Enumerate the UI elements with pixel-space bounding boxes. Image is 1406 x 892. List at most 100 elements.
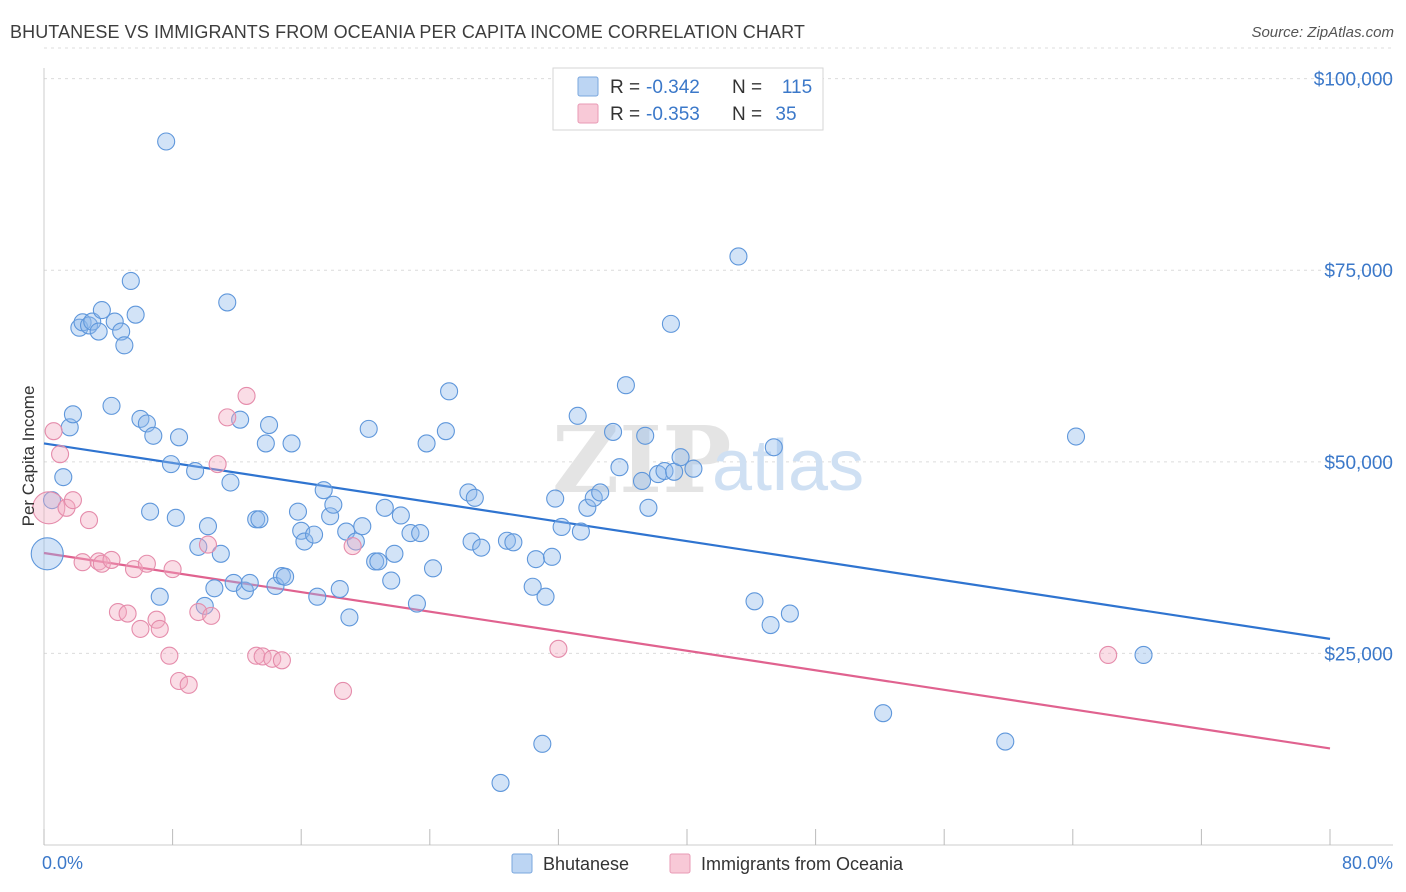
oceania-point-9 [102, 550, 121, 569]
bhutanese-point-61 [369, 552, 388, 571]
oceania-point-29 [263, 649, 282, 668]
bottom-legend-swatch-pink [669, 853, 691, 874]
bhutanese-point-17 [131, 409, 150, 428]
legend-r-value-1: -0.342 [646, 77, 700, 98]
bhutanese-point-107 [764, 438, 783, 457]
oceania-point-8 [92, 554, 111, 573]
bottom-legend: Bhutanese Immigrants from Oceania [511, 853, 904, 874]
bottom-legend-label-bhutanese: Bhutanese [543, 854, 629, 874]
bhutanese-point-50 [308, 587, 327, 606]
bhutanese-point-20 [144, 426, 163, 445]
y-tick-label-0: $25,000 [1324, 644, 1393, 665]
bhutanese-point-53 [324, 495, 343, 514]
bhutanese-point-112 [1134, 645, 1153, 664]
bhutanese-point-51 [314, 481, 333, 500]
y-tick-label-1: $50,000 [1324, 453, 1393, 474]
bhutanese-point-103 [684, 459, 703, 478]
bhutanese-point-25 [169, 428, 189, 447]
oceania-point-31 [333, 681, 353, 701]
oceania-point-3 [57, 498, 76, 517]
source-label: Source: ZipAtlas.com [1251, 24, 1394, 41]
bhutanese-point-95 [632, 471, 652, 491]
bhutanese-point-72 [440, 382, 459, 401]
bhutanese-point-10 [92, 301, 111, 320]
bhutanese-point-23 [161, 455, 181, 474]
bhutanese-point-69 [417, 434, 436, 453]
bhutanese-point-96 [636, 426, 655, 445]
bhutanese-point-63 [382, 571, 401, 590]
bhutanese-point-26 [186, 461, 205, 481]
oceania-point-11 [118, 604, 137, 623]
bhutanese-point-13 [112, 322, 131, 341]
oceania-point-33 [549, 639, 568, 658]
legend-n-value-1: 115 [782, 77, 812, 98]
bhutanese-point-106 [761, 616, 780, 635]
bhutanese-point-9 [89, 322, 108, 341]
bhutanese-point-89 [578, 498, 597, 517]
bhutanese-point-21 [150, 587, 169, 606]
bhutanese-point-71 [436, 422, 455, 441]
bhutanese-point-56 [340, 608, 359, 627]
legend-n-label-2: N = [732, 104, 762, 125]
bhutanese-point-14 [115, 336, 134, 355]
bhutanese-point-83 [536, 587, 555, 606]
legend-n-label-1: N = [732, 77, 762, 98]
bhutanese-point-80 [523, 577, 542, 596]
bhutanese-point-87 [568, 406, 587, 425]
bhutanese-point-29 [198, 517, 218, 536]
watermark-atlas: atlas [712, 426, 864, 506]
bhutanese-point-76 [472, 538, 491, 557]
bhutanese-point-22 [157, 132, 176, 151]
bhutanese-point-37 [240, 573, 259, 592]
bhutanese-point-108 [780, 604, 799, 623]
bhutanese-point-75 [465, 488, 484, 507]
bhutanese-point-102 [671, 448, 690, 467]
axes [43, 68, 1393, 846]
x-tick-label-min: 0.0% [42, 853, 83, 873]
bhutanese-point-31 [211, 544, 230, 563]
bhutanese-point-33 [221, 473, 240, 492]
y-axis-label: Per Capita Income [19, 386, 38, 527]
oceania-point-32 [343, 537, 362, 556]
oceania-point-24 [208, 455, 227, 474]
watermark: ZIP atlas [552, 406, 864, 514]
bhutanese-point-12 [105, 312, 124, 331]
bhutanese-point-105 [745, 592, 764, 611]
y-tick-label-3: $100,000 [1314, 70, 1393, 91]
oceania-point-22 [198, 535, 218, 554]
bhutanese-point-66 [401, 524, 420, 543]
bhutanese-point-4 [63, 405, 82, 424]
bhutanese-point-11 [102, 396, 121, 415]
bhutanese-point-45 [282, 434, 301, 453]
oceania-point-10 [108, 602, 127, 622]
bhutanese-point-52 [321, 507, 340, 526]
oceania-point-6 [79, 511, 99, 530]
bhutanese-point-0 [30, 537, 64, 571]
legend-swatch-pink [577, 103, 599, 124]
bhutanese-point-91 [591, 483, 610, 502]
oceania-point-14 [137, 554, 156, 573]
bhutanese-point-54 [330, 579, 349, 599]
legend-r-label-2: R = [610, 104, 640, 125]
oceania-point-34 [1099, 645, 1118, 664]
x-tick-label-max: 80.0% [1342, 853, 1393, 873]
data-points [30, 132, 1153, 792]
bhutanese-point-100 [661, 314, 680, 333]
bhutanese-point-41 [259, 415, 279, 435]
bhutanese-point-16 [126, 305, 145, 324]
bhutanese-point-111 [1066, 427, 1086, 446]
oceania-point-16 [150, 619, 169, 638]
oceania-point-19 [169, 671, 189, 691]
bhutanese-point-86 [552, 517, 571, 537]
bhutanese-point-42 [266, 576, 285, 596]
grid-lines [44, 47, 1393, 654]
y-tick-labels: $25,000 $50,000 $75,000 $100,000 [1314, 70, 1393, 666]
bhutanese-point-84 [542, 547, 562, 566]
bhutanese-point-40 [256, 434, 275, 453]
bhutanese-point-19 [141, 502, 160, 521]
bhutanese-point-39 [250, 510, 269, 529]
bhutanese-point-99 [655, 461, 674, 481]
watermark-zip: ZIP [552, 406, 731, 514]
oceania-point-20 [179, 675, 198, 694]
bhutanese-point-44 [276, 567, 295, 586]
